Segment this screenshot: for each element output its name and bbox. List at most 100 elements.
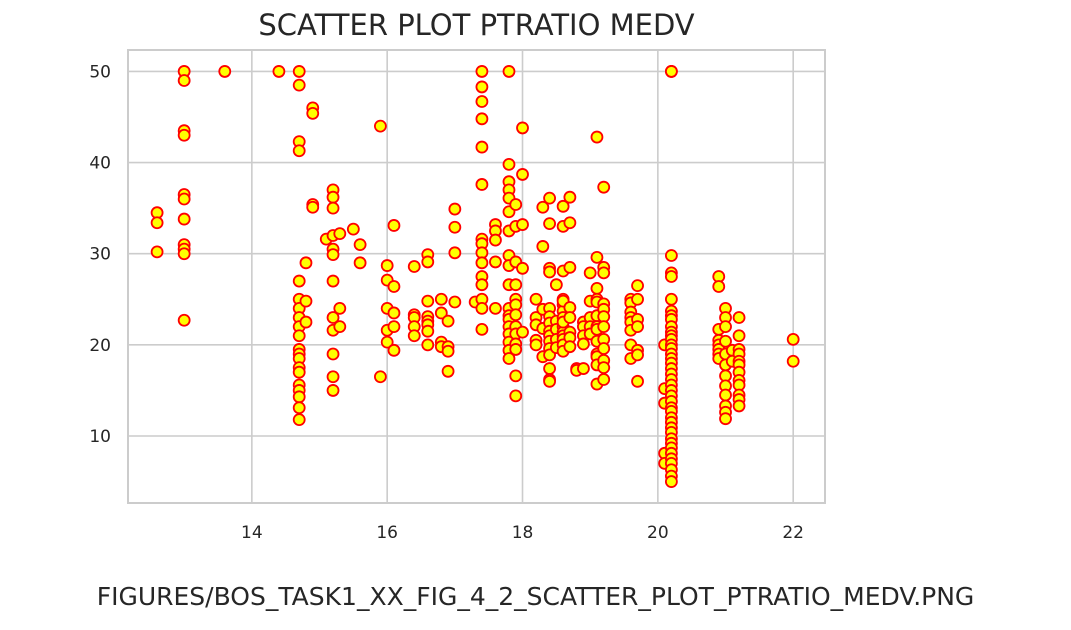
data-point <box>489 255 502 269</box>
data-point <box>502 352 516 365</box>
data-point <box>177 313 191 327</box>
data-point <box>786 332 800 346</box>
data-point <box>292 401 306 415</box>
x-tick-label: 18 <box>512 523 534 543</box>
data-point <box>407 329 421 343</box>
data-point <box>333 320 347 334</box>
data-point <box>509 278 523 292</box>
data-point <box>786 354 800 368</box>
data-point <box>299 256 313 270</box>
data-point <box>556 199 570 213</box>
data-point <box>387 219 401 232</box>
x-tick-label: 16 <box>376 523 398 543</box>
data-point <box>475 302 489 315</box>
data-point <box>387 280 401 293</box>
data-point <box>292 329 306 343</box>
data-point <box>664 65 678 78</box>
data-points <box>150 65 800 488</box>
data-point <box>421 255 435 269</box>
data-point <box>590 130 604 144</box>
data-point <box>631 279 644 293</box>
data-point <box>597 180 611 194</box>
data-point <box>502 157 516 171</box>
data-point <box>374 370 387 384</box>
data-point <box>150 245 164 259</box>
data-point <box>353 256 367 270</box>
y-tick-label: 10 <box>89 427 111 447</box>
data-point <box>577 362 590 375</box>
data-point <box>516 218 529 231</box>
data-point <box>326 190 340 204</box>
data-point <box>346 222 360 236</box>
data-point <box>448 246 462 260</box>
data-point <box>177 128 191 142</box>
data-point <box>719 388 732 402</box>
data-point <box>475 256 489 270</box>
data-point <box>563 190 577 204</box>
data-point <box>177 192 191 206</box>
data-point <box>516 325 529 339</box>
data-point <box>631 348 644 362</box>
data-point <box>590 250 604 264</box>
data-point <box>475 112 489 126</box>
data-point <box>543 191 556 205</box>
data-point <box>631 292 644 306</box>
data-point <box>326 370 340 384</box>
data-point <box>536 240 550 253</box>
data-point <box>326 347 340 361</box>
data-point <box>326 311 340 324</box>
x-tick-labels: 14 16 18 20 22 <box>241 523 804 543</box>
data-point <box>664 270 678 283</box>
y-tick-label: 50 <box>89 62 111 82</box>
data-point <box>475 65 489 78</box>
data-point <box>597 361 611 375</box>
data-point <box>292 390 306 404</box>
data-point <box>434 306 448 320</box>
y-tick-label: 30 <box>89 245 111 265</box>
x-tick-label: 14 <box>241 523 263 543</box>
data-point <box>326 248 340 262</box>
data-point <box>177 247 191 261</box>
data-point <box>374 119 387 133</box>
data-point <box>326 384 340 397</box>
data-point <box>719 320 732 334</box>
data-point <box>326 274 340 288</box>
data-point <box>177 74 191 87</box>
data-point <box>421 338 435 352</box>
data-point <box>516 168 529 181</box>
data-point <box>177 212 191 226</box>
data-point <box>631 320 644 334</box>
data-point <box>333 227 347 241</box>
figure-caption: FIGURES/BOS_TASK1_XX_FIG_4_2_SCATTER_PLO… <box>96 582 975 611</box>
data-point <box>719 412 732 426</box>
data-point <box>380 259 394 272</box>
scatter-plot: 14 16 18 20 22 10 20 30 40 50 <box>89 49 826 543</box>
data-point <box>292 144 306 158</box>
y-tick-label: 20 <box>89 336 111 356</box>
data-point <box>353 238 367 251</box>
data-point <box>299 294 313 308</box>
data-point <box>719 334 732 348</box>
data-point <box>509 369 523 383</box>
data-point <box>434 292 448 306</box>
data-point <box>516 121 529 135</box>
data-point <box>732 399 746 413</box>
data-point <box>489 302 502 315</box>
data-point <box>502 65 516 78</box>
data-point <box>292 413 306 427</box>
data-point <box>292 65 306 78</box>
data-point <box>563 216 577 230</box>
data-point <box>509 198 523 211</box>
data-point <box>218 65 232 78</box>
data-point <box>407 260 421 273</box>
data-point <box>441 344 455 358</box>
data-point <box>732 329 746 343</box>
data-point <box>489 233 502 247</box>
y-tick-labels: 10 20 30 40 50 <box>89 62 111 447</box>
data-point <box>292 78 306 92</box>
data-point <box>299 315 313 329</box>
data-point <box>549 278 563 292</box>
data-point <box>475 178 489 191</box>
data-point <box>597 320 611 334</box>
data-point <box>509 308 523 322</box>
